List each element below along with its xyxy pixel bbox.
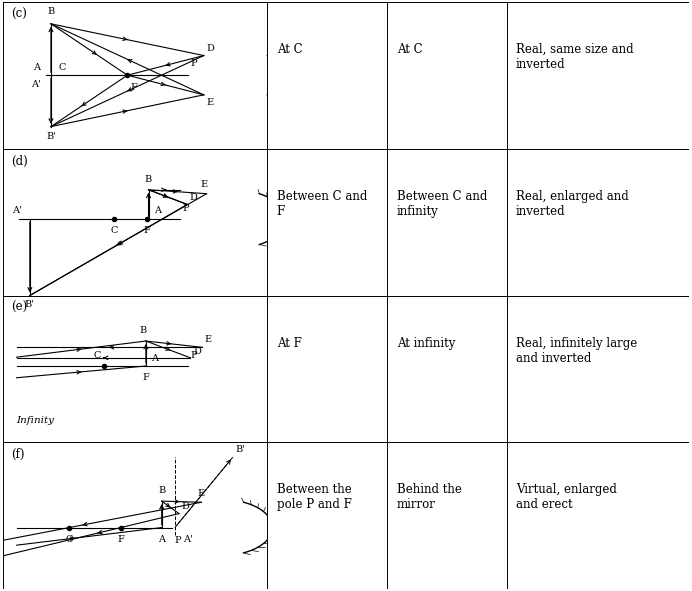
Text: D: D [193,348,201,356]
Text: B': B' [46,132,56,141]
Text: F: F [118,535,125,544]
Text: (d): (d) [11,154,28,167]
Text: (e): (e) [11,301,28,314]
Text: E: E [206,98,214,107]
Text: A: A [158,535,165,544]
Text: A: A [33,63,40,72]
Text: At F: At F [277,337,302,350]
Text: At C: At C [277,43,302,56]
Text: (c): (c) [11,8,27,21]
Text: C: C [111,226,118,235]
Text: B: B [158,486,165,495]
Text: E: E [201,180,208,189]
Text: B: B [145,175,152,184]
Text: At infinity: At infinity [397,337,455,350]
Text: P: P [191,351,197,360]
Text: D: D [181,502,190,511]
Text: Behind the
mirror: Behind the mirror [397,483,462,511]
Text: D: D [206,44,215,53]
Text: P: P [183,204,190,213]
Text: Between the
pole P and F: Between the pole P and F [277,483,352,511]
Text: Real, same size and
inverted: Real, same size and inverted [516,43,634,71]
Text: E: E [205,335,212,345]
Text: B: B [47,8,55,17]
Text: Real, enlarged and
inverted: Real, enlarged and inverted [516,190,629,217]
Text: F: F [144,226,151,235]
Text: A: A [151,354,158,363]
Text: B': B' [25,300,35,309]
Text: Virtual, enlarged
and erect: Virtual, enlarged and erect [516,483,617,511]
Text: C: C [93,351,101,360]
Text: E: E [198,489,205,498]
Text: Between C and
infinity: Between C and infinity [397,190,487,217]
Text: P: P [175,537,181,545]
Text: Real, infinitely large
and inverted: Real, infinitely large and inverted [516,337,637,365]
Text: Infinity: Infinity [17,415,55,425]
Text: B': B' [235,445,246,454]
Text: A: A [154,206,161,215]
Text: F: F [130,83,137,92]
Text: A': A' [30,80,40,89]
Text: F: F [143,374,149,382]
Text: C: C [59,63,66,72]
Text: D: D [190,193,198,202]
Text: A': A' [183,535,192,544]
Text: (f): (f) [11,448,25,461]
Text: Between C and
F: Between C and F [277,190,367,217]
Text: P: P [191,59,197,68]
Text: C: C [66,535,73,544]
Text: At C: At C [397,43,422,56]
Text: B: B [140,326,147,335]
Text: A': A' [12,206,22,215]
